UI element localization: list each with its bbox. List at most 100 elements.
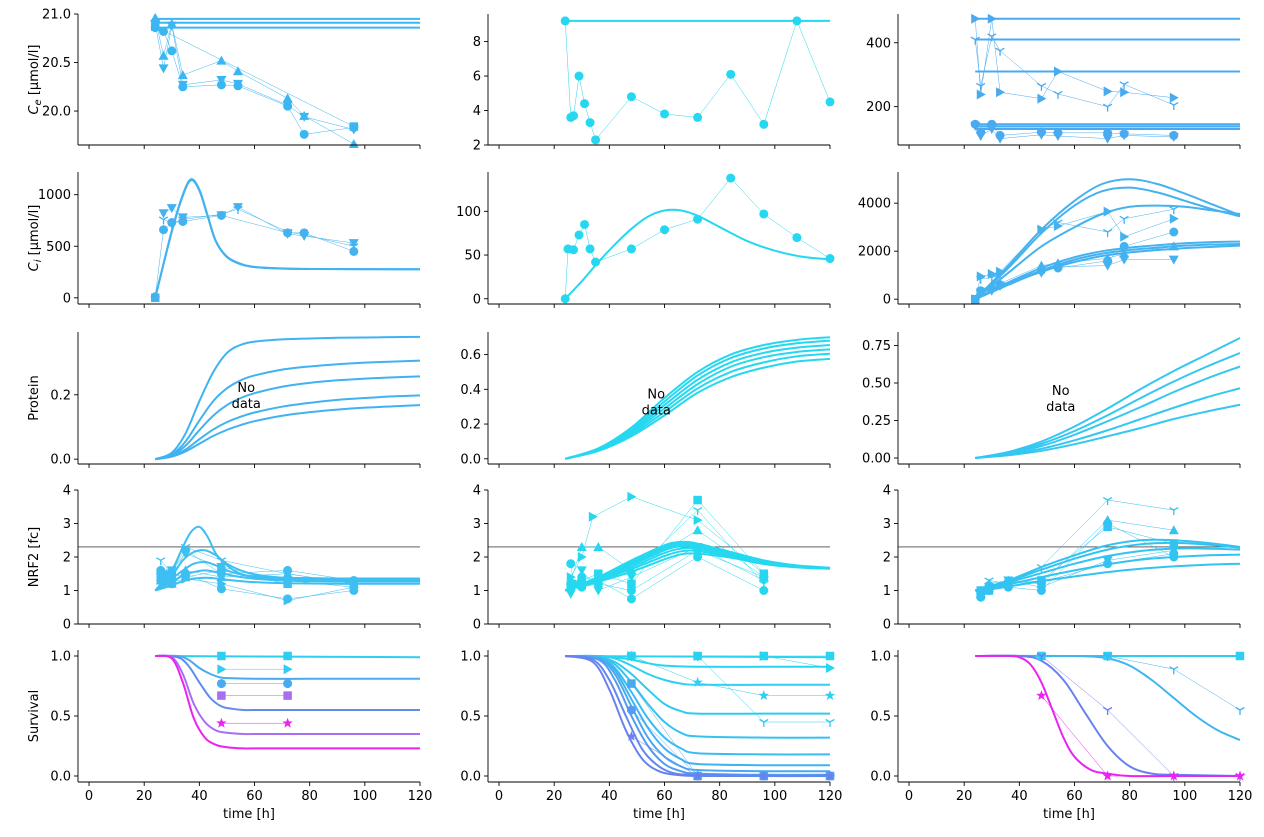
- y-tick-label: 2: [63, 551, 71, 566]
- data-point: [591, 257, 601, 267]
- data-point: [1119, 241, 1129, 251]
- data-point: [282, 93, 293, 103]
- data-point: [1234, 770, 1246, 781]
- data-point: [217, 651, 226, 661]
- x-tick-label: 0: [85, 789, 93, 804]
- data-point: [232, 66, 243, 76]
- data-point: [759, 209, 769, 219]
- y-tick-label: 0.2: [50, 388, 71, 403]
- data-point: [283, 664, 293, 675]
- x-tick-label: 100: [352, 789, 377, 804]
- model-line-0: [154, 335, 421, 461]
- data-series-line-2: [154, 215, 354, 297]
- data-point: [569, 111, 578, 121]
- data-point: [232, 203, 243, 213]
- data-point: [726, 69, 736, 79]
- data-point: [970, 36, 980, 45]
- panel-p11: 20.0 20.5 21.0 Ce [µmol/l]: [27, 8, 421, 149]
- data-point: [1119, 215, 1129, 224]
- y-tick-label: 1.0: [460, 650, 481, 665]
- data-point: [349, 122, 359, 131]
- data-point: [283, 595, 293, 606]
- data-point: [349, 246, 359, 256]
- data-point: [178, 216, 188, 225]
- data-point: [627, 679, 636, 688]
- data-point: [792, 16, 802, 26]
- y-tick-label: 1000: [38, 188, 71, 203]
- y-tick-label: 0.0: [460, 452, 481, 467]
- data-point: [692, 676, 703, 687]
- data-point: [971, 13, 981, 24]
- y-tick-label: 4: [473, 104, 481, 119]
- y-tick-label: 0: [883, 618, 891, 633]
- data-point: [591, 135, 601, 145]
- data-series-line-5: [1041, 655, 1241, 711]
- panel-p23: 0 2000 4000: [858, 172, 1241, 308]
- x-axis-label: time [h]: [633, 807, 685, 822]
- panel-p53: 0.0 0.5 1.0 0 20 40 60 80 100 120 time [h]: [870, 650, 1252, 823]
- data-point: [987, 33, 997, 42]
- data-point: [585, 244, 595, 254]
- y-axis-label: Ce [µmol/l]: [27, 44, 44, 114]
- data-series-line-7: [980, 208, 1174, 280]
- data-point: [593, 541, 604, 551]
- model-line-6: [564, 552, 831, 592]
- data-point: [349, 243, 359, 252]
- y-tick-label: 0: [63, 618, 71, 633]
- data-point: [759, 718, 769, 727]
- data-point: [167, 220, 177, 229]
- data-point: [1168, 525, 1179, 535]
- y-tick-label: 1.0: [870, 650, 891, 665]
- data-point: [626, 705, 636, 715]
- data-point: [1102, 253, 1113, 263]
- y-tick-label: 0.25: [862, 414, 891, 429]
- data-point: [1235, 706, 1245, 715]
- data-point: [1036, 260, 1047, 270]
- model-line-1: [974, 186, 1241, 300]
- data-point: [1119, 248, 1130, 258]
- data-point: [1169, 206, 1179, 215]
- data-point: [585, 118, 595, 128]
- data-point: [1103, 559, 1113, 569]
- data-point: [167, 570, 177, 579]
- data-series-line-11: [570, 546, 764, 594]
- data-point: [166, 204, 177, 214]
- data-point: [216, 679, 226, 689]
- y-tick-label: 8: [473, 35, 481, 50]
- data-point: [986, 286, 997, 296]
- data-point: [984, 580, 994, 590]
- y-tick-label: 1: [63, 584, 71, 599]
- x-tick-label: 20: [956, 789, 973, 804]
- data-point: [566, 559, 576, 569]
- data-series-line-13: [631, 655, 830, 696]
- model-line-4: [975, 562, 1241, 592]
- data-point: [1103, 206, 1113, 217]
- model-line-8: [565, 655, 831, 776]
- data-point: [976, 82, 986, 91]
- y-tick-label: 100: [456, 205, 481, 220]
- y-tick-label: 4: [63, 484, 71, 499]
- no-data-label: No: [1052, 384, 1070, 399]
- data-point: [693, 545, 703, 555]
- data-point: [588, 511, 598, 522]
- model-line-1: [154, 359, 421, 461]
- data-point: [577, 582, 587, 592]
- data-point: [159, 26, 168, 36]
- y-tick-label: 0.0: [870, 770, 891, 785]
- model-line-0: [974, 538, 1241, 592]
- data-point: [1102, 103, 1113, 112]
- data-point: [626, 570, 637, 579]
- data-point: [158, 50, 169, 60]
- x-tick-label: 40: [191, 789, 208, 804]
- data-point: [1168, 255, 1179, 265]
- model-line-2: [974, 204, 1241, 300]
- data-point: [825, 254, 835, 264]
- model-line-2: [974, 547, 1241, 592]
- no-data-label: data: [642, 403, 671, 418]
- y-tick-label: 0: [63, 291, 71, 306]
- data-point: [693, 112, 703, 122]
- model-line-2: [565, 654, 830, 686]
